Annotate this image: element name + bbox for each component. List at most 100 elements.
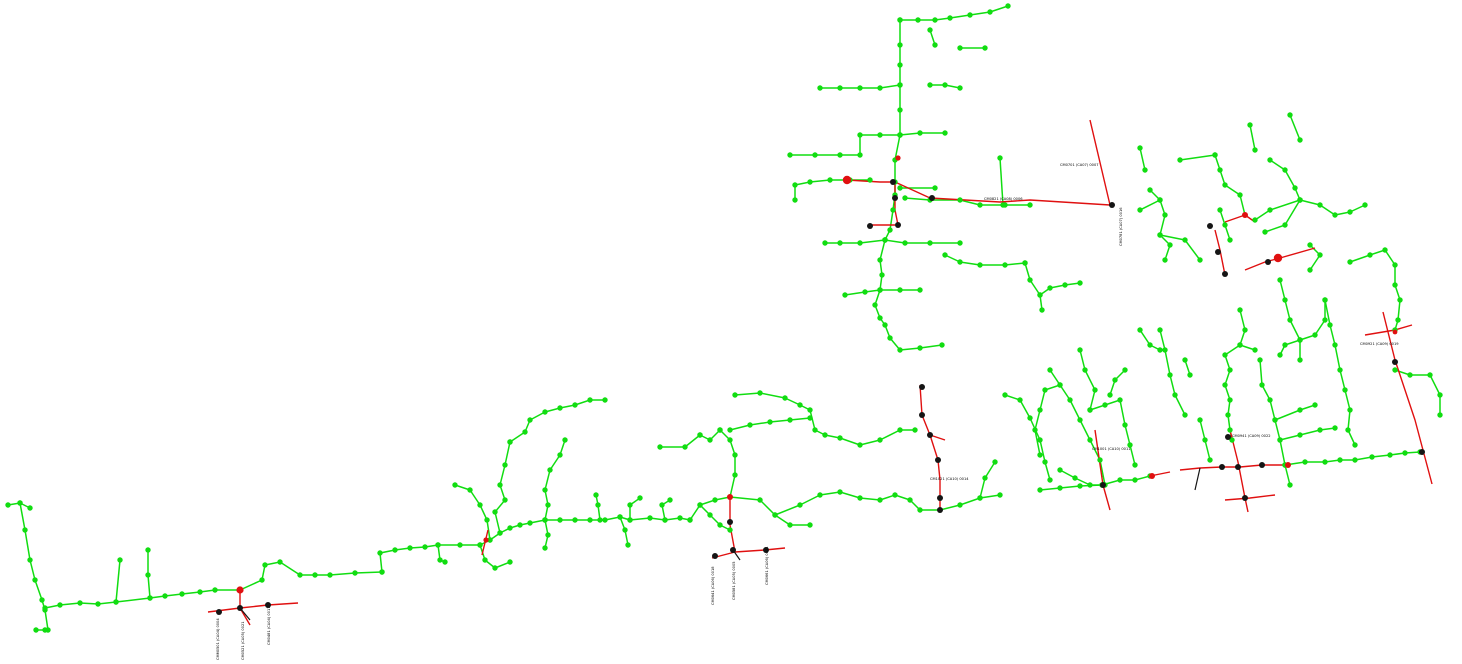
feeder-line — [979, 461, 996, 499]
feeder-line — [1284, 464, 1291, 486]
feeder-node — [957, 45, 963, 51]
feeder-node — [1017, 397, 1023, 403]
feeder-node — [862, 289, 868, 295]
feeder-node — [1277, 352, 1283, 358]
feeder-node — [547, 467, 553, 473]
feeder-node — [1072, 475, 1078, 481]
feeder-node — [1037, 407, 1043, 413]
feeder-node — [212, 587, 218, 593]
tie-line — [846, 179, 1111, 206]
feeder-node — [1087, 482, 1093, 488]
feeder-node — [717, 522, 723, 528]
junction-node — [892, 195, 898, 201]
feeder-node — [1237, 192, 1243, 198]
feeder-node — [1369, 454, 1375, 460]
feeder-node — [879, 272, 885, 278]
feeder-node — [1182, 357, 1188, 363]
feeder-node — [727, 437, 733, 443]
feeder-node — [1002, 392, 1008, 398]
junction-node — [935, 457, 941, 463]
feeder-node — [957, 197, 963, 203]
feeder-node — [727, 527, 733, 533]
feeder-node — [1187, 372, 1193, 378]
feeder-node — [1317, 252, 1323, 258]
feeder-node — [1277, 277, 1283, 283]
switch-node — [1285, 462, 1291, 468]
feeder-line — [44, 589, 240, 609]
feeder-node — [932, 17, 938, 23]
feeder-line — [999, 157, 1004, 206]
node-labels: CMM0501 (CA04) 0004 CM0521 (CA05) 0021 C… — [216, 163, 1399, 660]
feeder-node — [977, 202, 983, 208]
feeder-line — [874, 289, 943, 351]
feeder-node — [1312, 402, 1318, 408]
feeder-node — [857, 240, 863, 246]
feeder-node — [1027, 415, 1033, 421]
junction-node — [919, 412, 925, 418]
feeder-node — [1087, 437, 1093, 443]
feeder-node — [1277, 437, 1283, 443]
feeder-node — [882, 322, 888, 328]
feeder-node — [1047, 285, 1053, 291]
feeder-node — [677, 515, 683, 521]
feeder-line — [115, 559, 121, 603]
feeder-node — [617, 514, 623, 520]
feeder-node — [1267, 157, 1273, 163]
feeder-node — [1297, 197, 1303, 203]
junction-node — [1207, 223, 1213, 229]
feeder-node — [627, 502, 633, 508]
feeder-line — [794, 179, 870, 200]
feeder-node — [932, 42, 938, 48]
feeder-node — [1000, 202, 1006, 208]
feeder-node — [957, 259, 963, 265]
feeder-node — [147, 595, 153, 601]
feeder-node — [1322, 317, 1328, 323]
feeder-node — [352, 570, 358, 576]
feeder-node — [507, 525, 513, 531]
feeder-node — [707, 512, 713, 518]
junction-node — [919, 384, 925, 390]
feeder-node — [32, 577, 38, 583]
feeder-line — [629, 497, 641, 520]
feeder-node — [942, 252, 948, 258]
node-label: CMM0501 (CA04) 0004 — [216, 618, 220, 660]
junction-nodes — [216, 179, 1425, 615]
feeder-node — [1127, 442, 1133, 448]
feeder-node — [622, 527, 628, 533]
feeder-node — [812, 427, 818, 433]
junction-node — [730, 547, 736, 553]
feeder-node — [1347, 209, 1353, 215]
feeder-node — [1345, 427, 1351, 433]
feeder-node — [1259, 382, 1265, 388]
feeder-node — [1252, 217, 1258, 223]
feeder-line — [1279, 427, 1336, 441]
feeder-node — [1077, 483, 1083, 489]
feeder-node — [1282, 222, 1288, 228]
feeder-node — [837, 435, 843, 441]
feeder-node — [442, 559, 448, 565]
feeder-node — [822, 240, 828, 246]
feeder-node — [982, 45, 988, 51]
feeder-line — [1349, 249, 1401, 331]
feeder-node — [484, 517, 490, 523]
feeder-line — [479, 544, 511, 569]
feeder-node — [877, 437, 883, 443]
feeder-node — [522, 429, 528, 435]
feeder-node — [435, 542, 441, 548]
feeder-node — [897, 62, 903, 68]
feeder-node — [1177, 157, 1183, 163]
feeder-node — [1092, 387, 1098, 393]
feeder-node — [817, 85, 823, 91]
feeder-node — [17, 500, 23, 506]
feeder-node — [1222, 382, 1228, 388]
feeder-node — [1382, 247, 1388, 253]
feeder-node — [1207, 457, 1213, 463]
feeder-node — [1167, 242, 1173, 248]
feeder-node — [527, 520, 533, 526]
feeder-line — [904, 197, 1030, 206]
feeder-node — [1297, 432, 1303, 438]
feeder-node — [1042, 459, 1048, 465]
feeder-node — [1252, 347, 1258, 353]
switch-node — [236, 586, 244, 594]
